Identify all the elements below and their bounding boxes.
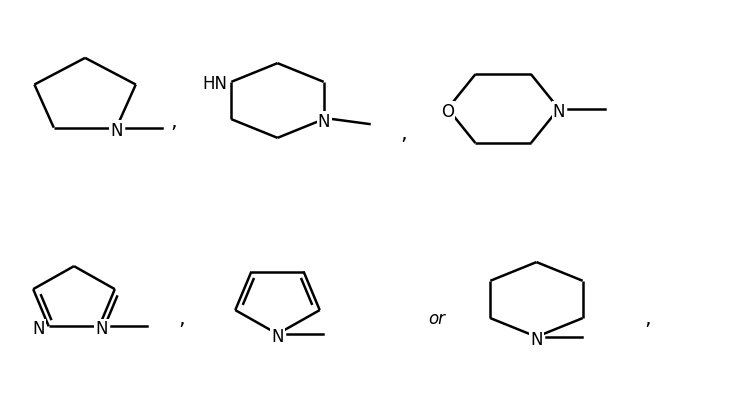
Text: HN: HN bbox=[203, 75, 228, 92]
Text: ,: , bbox=[178, 308, 184, 328]
Text: O: O bbox=[441, 102, 454, 120]
Text: N: N bbox=[95, 320, 108, 337]
Text: ,: , bbox=[400, 124, 406, 144]
Text: ,: , bbox=[171, 111, 177, 132]
Text: N: N bbox=[553, 102, 565, 120]
Text: N: N bbox=[531, 330, 542, 348]
Text: N: N bbox=[317, 113, 330, 131]
Text: N: N bbox=[110, 122, 123, 139]
Text: or: or bbox=[428, 309, 445, 327]
Text: N: N bbox=[33, 320, 45, 337]
Text: ,: , bbox=[645, 308, 650, 328]
Text: N: N bbox=[272, 327, 283, 345]
